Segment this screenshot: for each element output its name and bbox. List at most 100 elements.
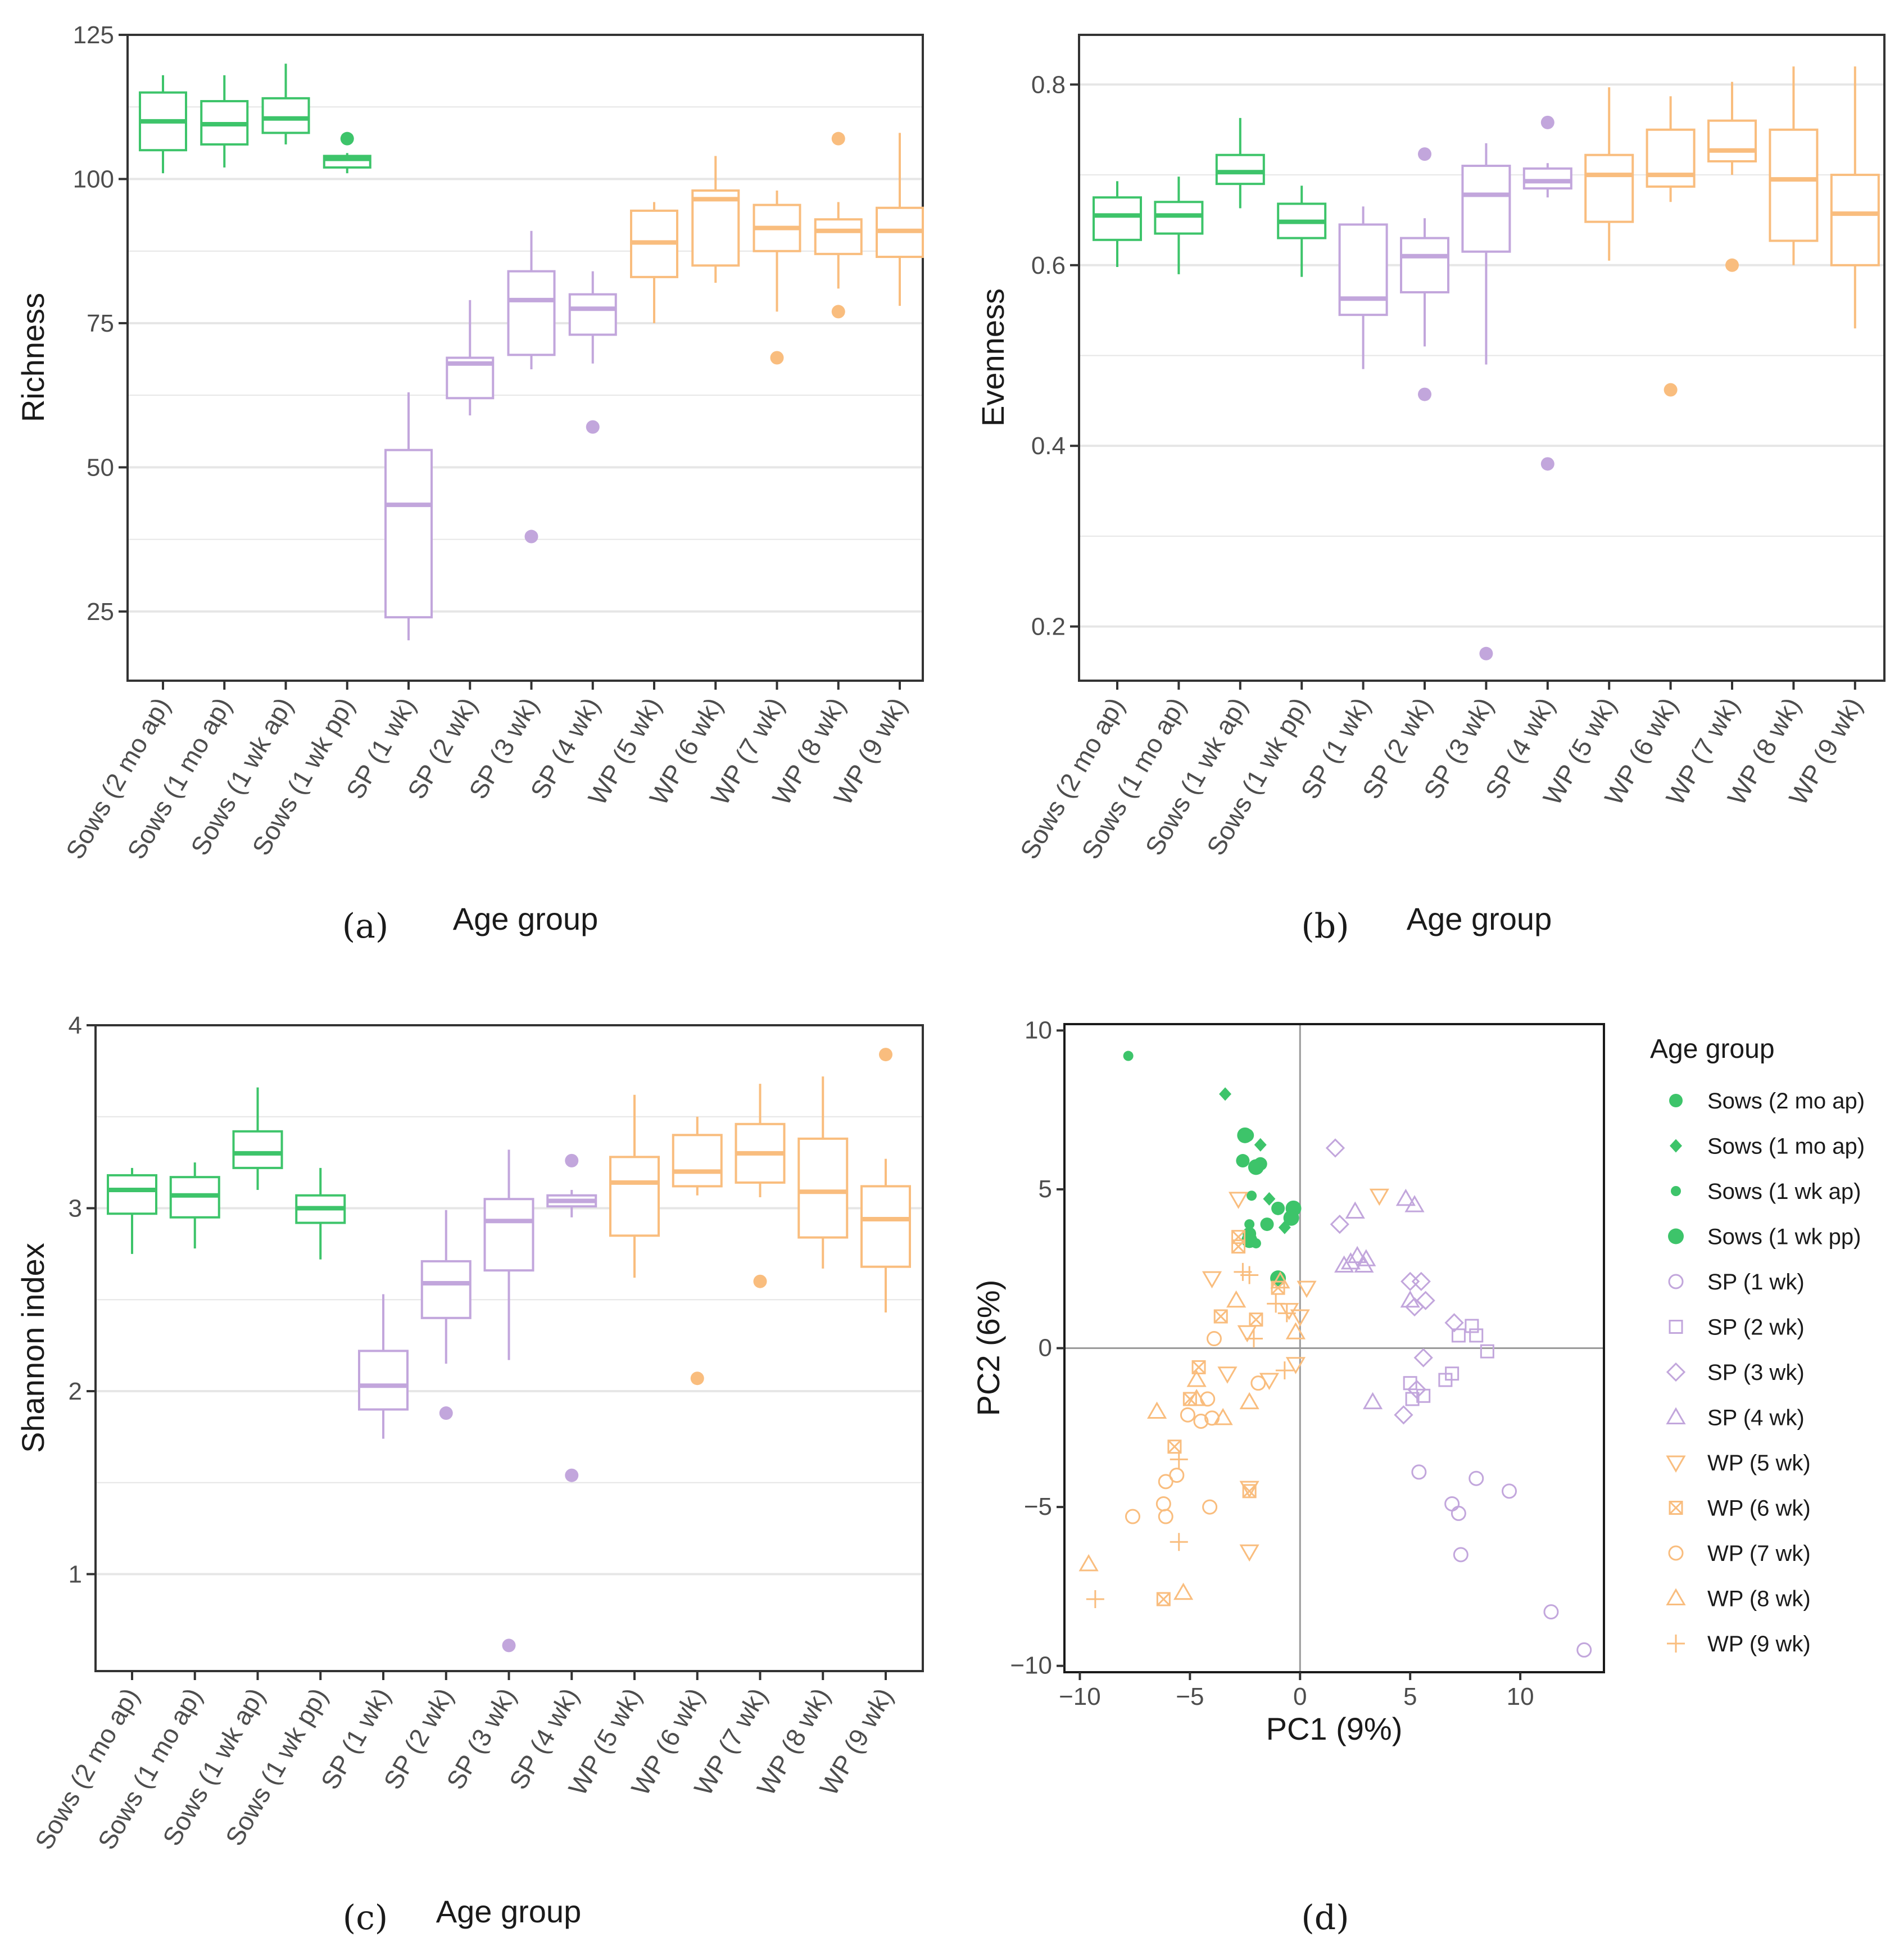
point-wp-9-wk	[1277, 1304, 1296, 1323]
box-wp-6-wk	[1646, 96, 1696, 397]
box-wp-9-wk	[860, 1048, 911, 1313]
outlier-point	[565, 1468, 579, 1482]
box-sp-3-wk	[1461, 143, 1511, 660]
panel-a-boxes	[139, 64, 924, 641]
series-sows-1-wk-pp	[1237, 1127, 1302, 1287]
point-wp-7-wk	[1180, 1407, 1195, 1423]
outlier-point	[1540, 457, 1554, 471]
box-iqr	[358, 1350, 409, 1411]
marker-cross-b	[1214, 1309, 1228, 1324]
point-sows-2-mo-ap	[1236, 1154, 1250, 1168]
box-wp-7-wk	[753, 190, 801, 365]
legend-item-wp-5-wk: WP (5 wk)	[1666, 1451, 1811, 1475]
legend-label: Sows (2 mo ap)	[1707, 1089, 1865, 1113]
legend-item-wp-9-wk: WP (9 wk)	[1667, 1632, 1811, 1656]
legend-item-sp-1-wk: SP (1 wk)	[1668, 1270, 1805, 1294]
legend-label: Sows (1 wk pp)	[1707, 1225, 1861, 1250]
panel-c-label: (c)	[343, 1898, 388, 1938]
box-iqr	[261, 97, 310, 134]
marker-box	[1669, 1501, 1683, 1515]
panel-a-x-title: Age group	[453, 901, 598, 936]
marker-box	[1191, 1360, 1206, 1374]
legend-item-sp-3-wk: SP (3 wk)	[1666, 1360, 1805, 1385]
panel-b-frame	[1078, 34, 1886, 682]
legend-items: Sows (2 mo ap) Sows (1 mo ap) Sows (1 wk a…	[1666, 1089, 1865, 1656]
panel-b-grid	[1080, 83, 1883, 628]
panel-b-y-title: Evenness	[975, 288, 1010, 427]
y-tick-label: 0.6	[1031, 252, 1066, 279]
box-sows-1-mo-ap	[169, 1162, 220, 1249]
box-wp-8-wk	[1769, 66, 1819, 265]
legend-label: WP (8 wk)	[1707, 1587, 1811, 1612]
marker-cross-b	[1231, 1230, 1245, 1244]
point-wp-8-wk	[1213, 1407, 1233, 1425]
point-sp-2-wk	[1403, 1376, 1417, 1391]
point-sp-4-wk	[1345, 1201, 1365, 1219]
box-sp-3-wk	[507, 230, 556, 544]
legend-label: WP (7 wk)	[1707, 1541, 1811, 1566]
outlier-point	[586, 420, 600, 434]
point-sp-4-wk	[1354, 1255, 1374, 1273]
legend-key	[1669, 1501, 1683, 1515]
marker-cross-b	[1669, 1501, 1683, 1515]
legend-item-sp-4-wk: SP (4 wk)	[1666, 1406, 1805, 1431]
point-sows-1-wk-ap	[1247, 1191, 1257, 1201]
point-wp-8-wk	[1285, 1322, 1306, 1339]
point-wp-9-wk	[1244, 1329, 1263, 1348]
box-iqr	[483, 1198, 534, 1272]
box-iqr	[1646, 128, 1696, 188]
x-tick-label: 5	[1403, 1683, 1417, 1710]
marker-box	[1231, 1239, 1246, 1254]
point-sp-2-wk	[1438, 1373, 1453, 1387]
y-tick-label: 100	[73, 165, 114, 193]
point-wp-9-wk	[1086, 1590, 1104, 1609]
point-wp-8-wk	[1146, 1401, 1167, 1419]
point-wp-9-wk	[1240, 1266, 1259, 1284]
legend-label: WP (5 wk)	[1707, 1451, 1811, 1475]
outlier-point	[1725, 258, 1739, 272]
marker-box	[1167, 1440, 1182, 1454]
point-wp-8-wk	[1186, 1388, 1207, 1406]
box-iqr	[1707, 119, 1757, 162]
point-sp-4-wk	[1356, 1249, 1376, 1266]
y-tick-label: 0.2	[1031, 613, 1066, 641]
panel-b-boxes	[1093, 66, 1880, 660]
point-sows-1-wk-pp	[1283, 1210, 1299, 1226]
box-wp-6-wk	[672, 1116, 723, 1386]
legend-key	[1669, 1320, 1683, 1334]
panel-a-label: (a)	[342, 907, 389, 946]
box-wp-8-wk	[797, 1076, 849, 1269]
legend-key	[1666, 1455, 1686, 1473]
point-wp-7-wk	[1193, 1413, 1209, 1429]
panel-a-frame	[126, 34, 924, 682]
panel-c-boxes	[107, 1048, 911, 1653]
legend-label: SP (1 wk)	[1707, 1270, 1805, 1294]
box-wp-7-wk	[1707, 82, 1757, 272]
point-wp-7-wk	[1202, 1499, 1218, 1515]
panel-d-zero-lines	[1066, 1025, 1603, 1671]
marker-cross-b	[1243, 1484, 1257, 1498]
panel-d-legend: Age group Sows (2 mo ap)Sows (1 mo ap)So…	[1650, 1034, 1865, 1656]
marker-cross-b	[1249, 1312, 1263, 1327]
point-wp-5-wk	[1237, 1325, 1257, 1343]
point-wp-7-wk	[1169, 1468, 1185, 1483]
point-wp-5-wk	[1285, 1357, 1306, 1374]
box-wp-6-wk	[691, 156, 740, 283]
marker-box	[1242, 1484, 1257, 1499]
outlier-point	[1540, 115, 1554, 129]
box-iqr	[568, 293, 617, 336]
x-tick-label: 0	[1293, 1683, 1307, 1710]
legend-label: Sows (1 mo ap)	[1707, 1134, 1865, 1159]
point-wp-9-wk	[1275, 1361, 1294, 1380]
point-wp-5-wk	[1290, 1309, 1310, 1327]
box-sp-4-wk	[568, 271, 617, 434]
point-wp-5-wk	[1217, 1366, 1238, 1384]
box-sows-1-wk-ap	[1215, 117, 1265, 209]
box-sows-1-wk-pp	[1277, 185, 1327, 277]
box-iqr	[1154, 201, 1204, 235]
legend-key	[1671, 1186, 1681, 1196]
box-iqr	[1461, 165, 1511, 253]
point-wp-5-wk	[1369, 1188, 1389, 1206]
